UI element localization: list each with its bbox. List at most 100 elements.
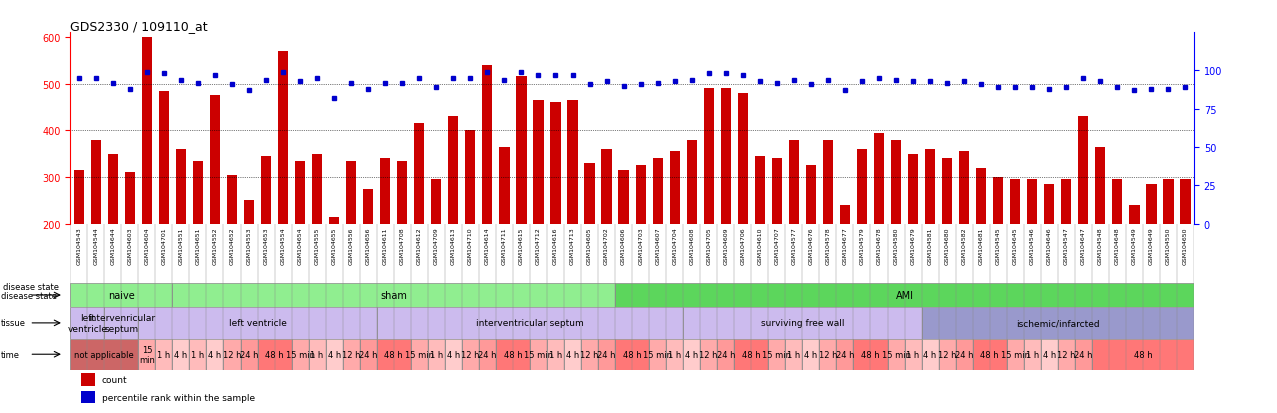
Text: 12 h: 12 h [1057,350,1075,359]
Text: GSM104644: GSM104644 [110,227,115,265]
Text: 1 h: 1 h [1025,350,1039,359]
Text: 1 h: 1 h [192,350,204,359]
Text: disease state: disease state [3,282,59,292]
Text: 24 h: 24 h [598,350,616,359]
FancyBboxPatch shape [207,339,223,370]
FancyBboxPatch shape [820,339,836,370]
Bar [755,157,765,224]
Bar [687,140,697,224]
Bar [1129,205,1139,224]
Text: 48 h: 48 h [742,350,761,359]
FancyBboxPatch shape [564,339,581,370]
Text: 24 h: 24 h [835,350,854,359]
Text: 24 h: 24 h [716,350,736,359]
Bar [82,391,94,403]
Text: GSM104555: GSM104555 [314,227,319,264]
FancyBboxPatch shape [785,339,802,370]
Bar [312,154,322,224]
Text: 12 h: 12 h [937,350,956,359]
Text: GSM104646: GSM104646 [1047,227,1052,265]
FancyBboxPatch shape [1057,339,1075,370]
Text: 24 h: 24 h [478,350,497,359]
FancyBboxPatch shape [683,307,922,339]
Text: 48 h: 48 h [981,350,999,359]
Text: GSM104543: GSM104543 [77,227,82,265]
Text: naive: naive [109,290,134,300]
Text: GSM104603: GSM104603 [128,227,133,265]
Text: 4 h: 4 h [923,350,937,359]
Text: GSM104679: GSM104679 [911,227,916,265]
FancyBboxPatch shape [189,339,207,370]
FancyBboxPatch shape [836,339,853,370]
Bar [636,166,646,224]
Bar [414,124,424,224]
Bar [959,152,969,224]
Text: 1 h: 1 h [310,350,324,359]
Bar [1045,185,1055,224]
FancyBboxPatch shape [105,307,138,339]
Text: tissue: tissue [1,318,27,328]
Text: GSM104655: GSM104655 [332,227,337,264]
Text: GSM104709: GSM104709 [434,227,439,265]
Bar [601,150,612,224]
Bar [618,171,628,224]
Text: GSM104647: GSM104647 [1080,227,1085,265]
FancyBboxPatch shape [411,339,428,370]
Text: GSM104615: GSM104615 [518,227,524,264]
Bar [806,166,816,224]
Text: 4 h: 4 h [684,350,699,359]
Bar [432,180,442,224]
FancyBboxPatch shape [377,339,411,370]
Bar [125,173,135,224]
Text: AMI: AMI [895,290,913,300]
Bar [653,159,663,224]
FancyBboxPatch shape [616,283,1194,307]
Text: GSM104604: GSM104604 [144,227,149,265]
Bar [1078,117,1088,224]
Text: not applicable: not applicable [74,350,134,359]
Text: GSM104706: GSM104706 [741,227,746,265]
Text: 4 h: 4 h [174,350,188,359]
Bar [771,159,782,224]
Bar [74,171,84,224]
FancyBboxPatch shape [156,339,172,370]
Bar [91,140,101,224]
Bar [994,178,1004,224]
Text: left
ventricle: left ventricle [68,313,107,333]
Text: GSM104612: GSM104612 [416,227,421,265]
FancyBboxPatch shape [802,339,820,370]
FancyBboxPatch shape [309,339,326,370]
Bar [483,66,493,224]
FancyBboxPatch shape [1075,339,1092,370]
FancyBboxPatch shape [598,339,616,370]
Text: GSM104614: GSM104614 [485,227,490,265]
FancyBboxPatch shape [223,339,240,370]
Text: GSM104556: GSM104556 [349,227,354,264]
Text: GSM104607: GSM104607 [655,227,660,265]
Text: 4 h: 4 h [327,350,341,359]
FancyBboxPatch shape [973,339,1006,370]
Bar [142,38,152,224]
FancyBboxPatch shape [853,339,888,370]
Bar [585,164,595,224]
Text: GSM104548: GSM104548 [1098,227,1103,265]
Text: GSM104653: GSM104653 [263,227,268,265]
Text: 1 h: 1 h [429,350,443,359]
FancyBboxPatch shape [616,339,649,370]
FancyBboxPatch shape [581,339,598,370]
Bar [1180,180,1190,224]
Text: sham: sham [381,290,407,300]
Text: GSM104650: GSM104650 [1183,227,1188,264]
Text: 24 h: 24 h [1074,350,1093,359]
Bar [840,205,850,224]
Bar [942,159,953,224]
Text: 48 h: 48 h [384,350,404,359]
Text: GSM104546: GSM104546 [1029,227,1034,265]
Text: GSM104702: GSM104702 [604,227,609,265]
Text: 1 h: 1 h [787,350,801,359]
FancyBboxPatch shape [479,339,495,370]
Bar [448,117,458,224]
Text: GSM104610: GSM104610 [757,227,762,264]
Bar [465,131,475,224]
Text: left ventricle: left ventricle [229,318,286,328]
